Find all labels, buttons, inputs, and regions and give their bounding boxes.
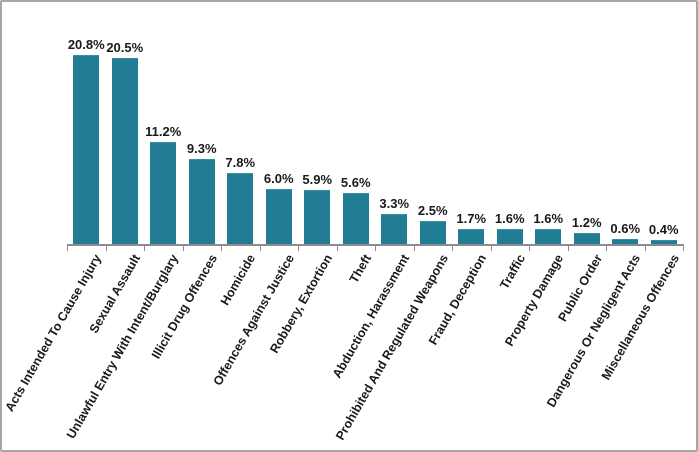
x-axis-tick bbox=[221, 244, 222, 251]
bar bbox=[227, 173, 253, 244]
x-axis-tick bbox=[183, 244, 184, 251]
bar bbox=[112, 58, 138, 244]
bar bbox=[574, 233, 600, 244]
x-axis-tick bbox=[645, 244, 646, 251]
bar-value-label: 0.6% bbox=[610, 221, 641, 236]
bar-value-label: 11.2% bbox=[145, 124, 182, 139]
bar bbox=[612, 239, 638, 244]
bar bbox=[304, 190, 330, 244]
bar-value-label: 20.5% bbox=[106, 40, 144, 55]
x-axis-tick bbox=[106, 244, 107, 251]
bar-value-label: 5.9% bbox=[302, 172, 333, 187]
bar bbox=[535, 229, 561, 244]
x-axis-tick bbox=[452, 244, 453, 251]
bar-value-label: 1.6% bbox=[494, 211, 525, 226]
bar bbox=[458, 229, 484, 244]
bar-value-label: 6.0% bbox=[263, 171, 294, 186]
bar bbox=[266, 189, 292, 244]
x-axis-tick bbox=[144, 244, 145, 251]
bar-value-label: 1.2% bbox=[571, 215, 602, 230]
x-axis-tick bbox=[375, 244, 376, 251]
x-axis-tick bbox=[67, 244, 68, 251]
x-axis-tick bbox=[298, 244, 299, 251]
bar bbox=[150, 142, 176, 244]
x-axis-tick bbox=[491, 244, 492, 251]
bar-value-label: 20.8% bbox=[67, 37, 105, 52]
x-axis-tick bbox=[606, 244, 607, 251]
bar bbox=[420, 221, 446, 244]
bar bbox=[343, 193, 369, 244]
bar-value-label: 5.6% bbox=[340, 175, 371, 190]
bar-value-label: 1.7% bbox=[456, 211, 487, 226]
bar bbox=[189, 159, 215, 244]
bar-value-label: 9.3% bbox=[186, 141, 217, 156]
x-axis-tick bbox=[337, 244, 338, 251]
bar-value-label: 7.8% bbox=[225, 155, 256, 170]
bar bbox=[497, 229, 523, 244]
bar-value-label: 3.3% bbox=[379, 196, 410, 211]
x-axis-tick bbox=[683, 244, 684, 251]
bar bbox=[381, 214, 407, 244]
bar bbox=[73, 55, 99, 244]
x-axis-tick bbox=[260, 244, 261, 251]
bar-value-label: 2.5% bbox=[417, 203, 448, 218]
bar-value-label: 0.4% bbox=[648, 222, 679, 237]
x-axis-tick bbox=[529, 244, 530, 251]
x-axis-tick bbox=[568, 244, 569, 251]
bar-value-label: 1.6% bbox=[533, 211, 564, 226]
x-axis-tick bbox=[414, 244, 415, 251]
bar bbox=[651, 240, 677, 244]
